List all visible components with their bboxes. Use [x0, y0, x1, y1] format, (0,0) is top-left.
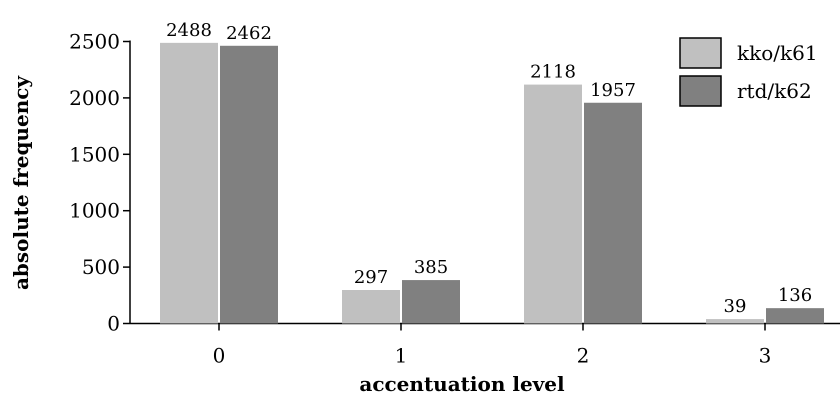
x-tick-label-3: 3: [759, 344, 772, 368]
legend-label-1: kko/k61: [737, 41, 818, 65]
data-label-series1-2: 2118: [530, 62, 576, 83]
y-tick-label-1000: 1000: [69, 199, 120, 223]
bar-series2-3: [766, 308, 824, 324]
bar-series1-2: [524, 84, 582, 324]
legend: kko/k61 rtd/k62: [679, 37, 818, 107]
x-axis-title: accentuation level: [359, 372, 565, 396]
bar-series1-3: [706, 319, 764, 324]
bar-series1-1: [342, 289, 400, 324]
data-label-series1-0: 2488: [166, 20, 212, 41]
x-tick-label-0: 0: [213, 344, 226, 368]
legend-swatch-1: [679, 37, 722, 69]
data-label-series1-1: 297: [354, 267, 388, 288]
y-tick-label-2000: 2000: [69, 86, 120, 110]
data-label-series2-1: 385: [414, 257, 448, 278]
y-tick-label-0: 0: [107, 312, 120, 336]
y-axis-title: absolute frequency: [9, 75, 33, 290]
bar-series2-0: [220, 45, 278, 324]
data-label-series2-3: 136: [778, 285, 812, 306]
legend-swatch-2: [679, 75, 722, 107]
x-tick-label-1: 1: [395, 344, 408, 368]
data-label-series2-2: 1957: [590, 80, 636, 101]
y-tick-label-2500: 2500: [69, 30, 120, 54]
y-tick-label-1500: 1500: [69, 142, 120, 166]
bar-series2-1: [402, 280, 460, 324]
x-tick-label-2: 2: [577, 344, 590, 368]
plot-area: 0 500 1000 1500 2000 2500 0 2488 2462 1 297 385 2 211…: [69, 20, 840, 368]
bar-series2-2: [584, 102, 642, 324]
legend-label-2: rtd/k62: [737, 79, 812, 103]
data-label-series1-3: 39: [724, 296, 747, 317]
y-tick-label-500: 500: [82, 255, 120, 279]
bar-series1-0: [160, 42, 218, 324]
data-label-series2-0: 2462: [226, 23, 272, 44]
